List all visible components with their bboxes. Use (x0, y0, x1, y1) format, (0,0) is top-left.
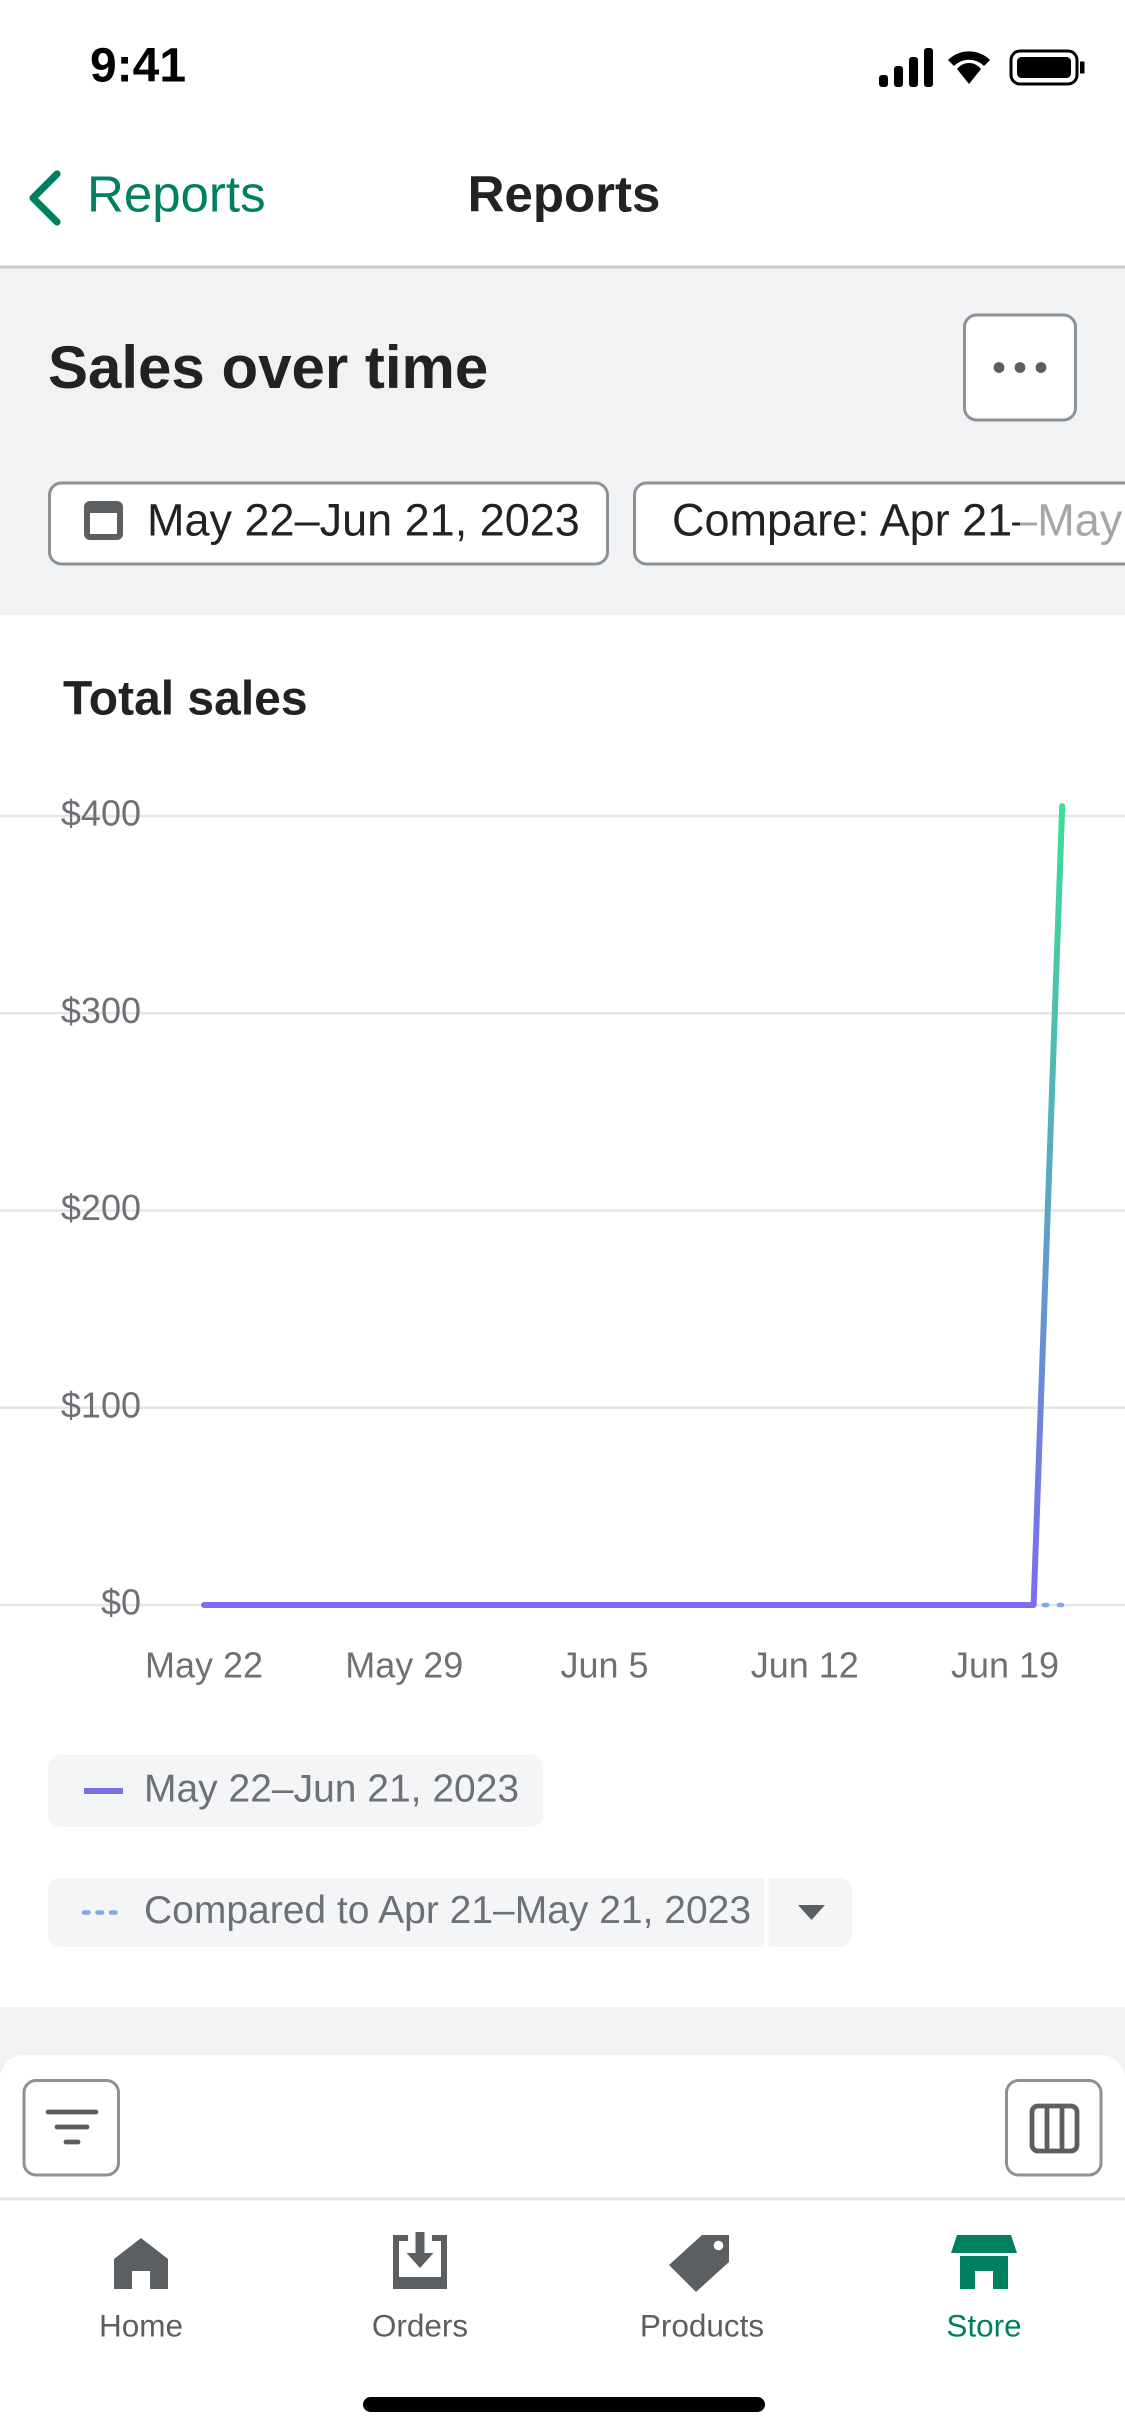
tab-store[interactable]: Store (946, 2235, 1022, 2343)
back-icon[interactable] (29, 170, 61, 226)
dropdown-icon[interactable] (798, 1905, 825, 1920)
chart: $0 $100 $200 $300 $400 May 22 May 29 Jun 5 Jun 1… (0, 793, 1125, 1686)
x-tick-label: May 29 (345, 1645, 463, 1686)
y-tick-label: $100 (61, 1384, 141, 1425)
nav-title: Reports (468, 165, 661, 222)
tab-icon (393, 2232, 447, 2289)
tab-icon (114, 2238, 168, 2289)
tab-label: Orders (372, 2307, 468, 2343)
bottom-sheet (0, 2055, 1125, 2436)
legend: May 22–Jun 21, 2023 Compared to Apr 21–M… (48, 1755, 852, 1947)
fade (1020, 486, 1125, 561)
x-tick-label: Jun 5 (560, 1645, 648, 1686)
legend-item[interactable] (48, 1755, 543, 1827)
status-time: 9:41 (90, 40, 186, 93)
legend-label: May 22–Jun 21, 2023 (144, 1767, 519, 1810)
tab-label: Store (946, 2307, 1021, 2343)
tab-orders[interactable]: Orders (372, 2232, 468, 2343)
tab-products[interactable]: Products (640, 2235, 764, 2343)
x-tick-label: May 22 (145, 1645, 263, 1686)
y-tick-label: $400 (61, 793, 141, 834)
back-button[interactable]: Reports (87, 165, 266, 222)
more-button[interactable] (963, 313, 1077, 422)
page-title: Sales over time (48, 334, 488, 401)
date-range: May 22–Jun 21, 2023 (147, 494, 580, 545)
series-line (201, 803, 1066, 1608)
date-button[interactable]: May 22–Jun 21, 2023 (48, 481, 609, 566)
tab-label: Home (99, 2307, 183, 2343)
tab-bar: Home Orders Products Store (99, 2232, 1022, 2343)
filter-button[interactable] (22, 2079, 120, 2177)
legend-item[interactable] (48, 1878, 852, 1947)
x-tick-label: Jun 19 (951, 1645, 1059, 1686)
columns-button[interactable] (1005, 2079, 1103, 2177)
y-tick-label: $0 (101, 1582, 141, 1623)
tab-icon (669, 2235, 729, 2292)
y-tick-label: $300 (61, 990, 141, 1031)
status-icons (879, 48, 1085, 87)
y-tick-label: $200 (61, 1187, 141, 1228)
legend-label: Compared to Apr 21–May 21, 2023 (144, 1889, 751, 1932)
nav-bg (0, 0, 1125, 267)
tab-icon (951, 2235, 1017, 2289)
chart-title: Total sales (63, 673, 308, 726)
compare-button[interactable]: Compare: Apr 21–May (633, 481, 1125, 566)
home-indicator (363, 2397, 765, 2412)
tab-home[interactable]: Home (99, 2238, 183, 2343)
x-tick-label: Jun 12 (751, 1645, 859, 1686)
tab-label: Products (640, 2307, 764, 2343)
